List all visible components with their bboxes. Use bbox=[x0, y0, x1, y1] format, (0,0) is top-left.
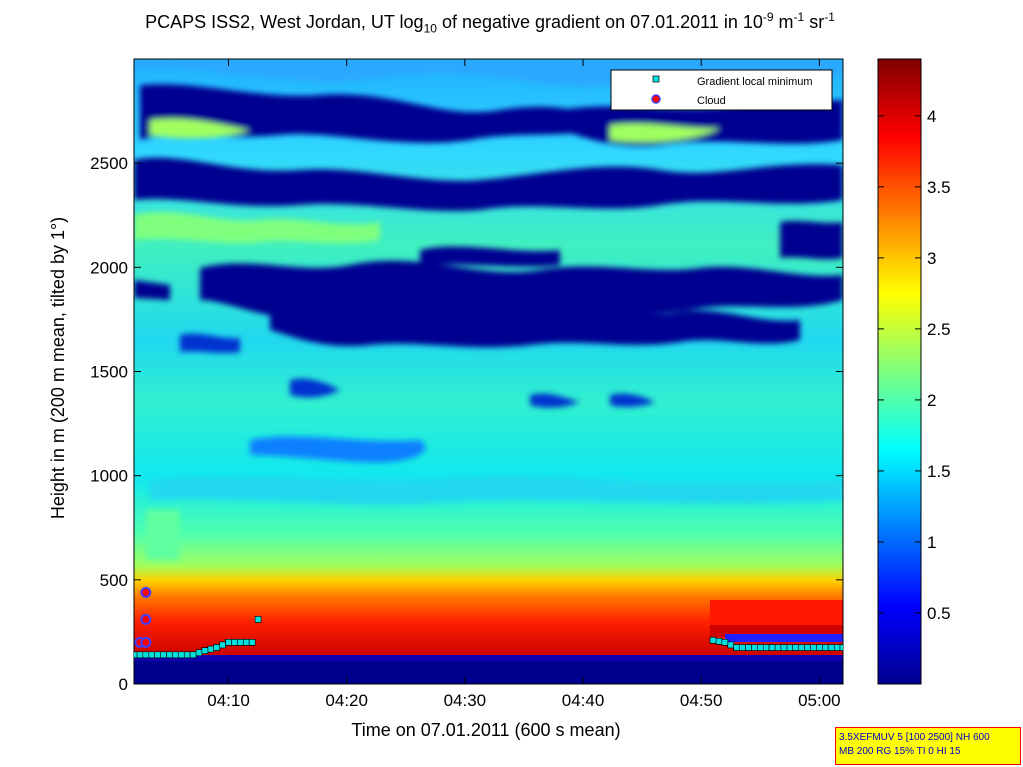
gradient-min-point-15 bbox=[745, 644, 752, 651]
heatmap-field bbox=[134, 59, 843, 684]
x-tick-label-0: 04:10 bbox=[207, 691, 250, 710]
y-tick-label-2: 1000 bbox=[90, 467, 128, 486]
y-tick-label-3: 1500 bbox=[90, 363, 128, 382]
y-axis: 0 500 1000 1500 2000 2500 bbox=[90, 154, 843, 694]
gradient-min-fill-marker bbox=[786, 644, 794, 651]
x-axis-label: Time on 07.01.2011 (600 s mean) bbox=[351, 720, 620, 740]
y-tick-label-4: 2000 bbox=[90, 258, 128, 277]
gradient-min-point-16 bbox=[756, 644, 764, 651]
gradient-min-fill-marker bbox=[751, 644, 758, 651]
gradient-min-fill-marker bbox=[207, 645, 215, 653]
gradient-min-point-22 bbox=[827, 644, 835, 651]
gradient-min-point-6 bbox=[201, 647, 209, 654]
x-tick-label-5: 05:00 bbox=[798, 691, 841, 710]
y-tick-label-0: 0 bbox=[119, 675, 128, 694]
colorbar-tick-label-4: 2.5 bbox=[927, 320, 951, 339]
x-tick-label-4: 04:50 bbox=[680, 691, 723, 710]
cloud-point-1 bbox=[140, 636, 152, 648]
gradient-min-point-18 bbox=[780, 644, 788, 651]
gradient-min-point-2 bbox=[154, 651, 161, 659]
gradient-min-fill-marker bbox=[183, 651, 191, 659]
x-tick-label-3: 04:40 bbox=[562, 691, 605, 710]
y-axis-label: Height in m (200 m mean, tilted by 1°) bbox=[48, 217, 68, 519]
gradient-min-point-8 bbox=[225, 639, 232, 646]
gradient-min-point-11 bbox=[254, 616, 262, 623]
gradient-min-fill-marker bbox=[774, 644, 782, 651]
legend: Gradient local minimum Cloud bbox=[610, 69, 833, 111]
legend-label-gradient-minimum: Gradient local minimum bbox=[697, 76, 813, 88]
gradient-min-fill-marker bbox=[148, 651, 156, 659]
colorbar-tick-label-2: 1.5 bbox=[927, 462, 951, 481]
gradient-min-fill-marker bbox=[798, 644, 805, 651]
x-tick-label-2: 04:30 bbox=[444, 691, 487, 710]
info-line-1: 3.5XEFMUV 5 [100 2500] NH 600 bbox=[839, 732, 990, 743]
gradient-min-fill-marker bbox=[762, 644, 770, 651]
colorbar-tick-label-7: 4 bbox=[927, 107, 936, 126]
series-markers bbox=[134, 586, 843, 659]
colorbar: 0.5 1 1.5 2 2.5 3 3.5 4 bbox=[877, 58, 951, 685]
gradient-min-fill-marker bbox=[136, 651, 144, 659]
cloud-point-2 bbox=[140, 613, 152, 625]
colorbar-tick-label-5: 3 bbox=[927, 249, 936, 268]
gradient-min-fill-marker bbox=[172, 651, 179, 659]
colorbar-tick-label-0: 0.5 bbox=[927, 604, 951, 623]
gradient-min-fill-marker bbox=[195, 649, 203, 657]
gradient-min-fill-marker bbox=[739, 644, 746, 651]
y-tick-label-1: 500 bbox=[100, 571, 128, 590]
info-line-2: MB 200 RG 15% TI 0 HI 15 bbox=[839, 746, 961, 757]
gradient-min-point-23 bbox=[839, 644, 843, 651]
gradient-min-fill-marker bbox=[231, 639, 238, 646]
gradient-min-point-4 bbox=[177, 651, 185, 659]
gradient-min-point-10 bbox=[248, 639, 256, 646]
gradient-min-point-14 bbox=[733, 644, 740, 651]
gradient-min-point-21 bbox=[816, 644, 823, 651]
y-tick-label-5: 2500 bbox=[90, 154, 128, 173]
cloud-point-3 bbox=[140, 586, 152, 598]
gradient-min-point-13 bbox=[721, 639, 729, 646]
gradient-min-point-20 bbox=[804, 644, 811, 651]
colorbar-tick-label-6: 3.5 bbox=[927, 178, 951, 197]
processing-info-box: 3.5XEFMUV 5 [100 2500] NH 600 MB 200 RG … bbox=[835, 727, 1021, 765]
x-axis: 04:10 04:20 04:30 04:40 04:50 05:00 bbox=[207, 59, 841, 710]
legend-marker-cloud bbox=[651, 94, 661, 104]
chart-title: PCAPS ISS2, West Jordan, UT log10 of neg… bbox=[145, 10, 835, 36]
gradient-min-point-12 bbox=[709, 636, 717, 644]
gradient-min-point-7 bbox=[213, 644, 221, 651]
gradient-min-fill-marker bbox=[242, 639, 250, 646]
colorbar-ticks: 0.5 1 1.5 2 2.5 3 3.5 4 bbox=[878, 107, 951, 623]
gradient-min-fill-marker bbox=[219, 641, 226, 649]
x-tick-label-1: 04:20 bbox=[325, 691, 368, 710]
gradient-min-point-1 bbox=[142, 651, 150, 659]
gradient-min-point-0 bbox=[134, 651, 138, 659]
gradient-min-point-19 bbox=[792, 644, 800, 651]
colorbar-tick-label-3: 2 bbox=[927, 391, 936, 410]
colorbar-tick-label-1: 1 bbox=[927, 533, 936, 552]
gradient-min-fill-marker bbox=[727, 641, 735, 649]
gradient-min-fill-marker bbox=[821, 644, 829, 651]
legend-marker-gradient-minimum bbox=[652, 75, 660, 83]
gradient-min-point-5 bbox=[189, 651, 197, 659]
gradient-min-fill-marker bbox=[833, 644, 841, 651]
gradient-min-point-9 bbox=[237, 639, 244, 646]
gradient-min-point-17 bbox=[768, 644, 776, 651]
legend-label-cloud: Cloud bbox=[697, 95, 726, 107]
gradient-min-fill-marker bbox=[160, 651, 167, 659]
gradient-min-fill-marker bbox=[810, 644, 817, 651]
gradient-min-fill-marker bbox=[715, 637, 723, 645]
gradient-min-point-3 bbox=[166, 651, 173, 659]
